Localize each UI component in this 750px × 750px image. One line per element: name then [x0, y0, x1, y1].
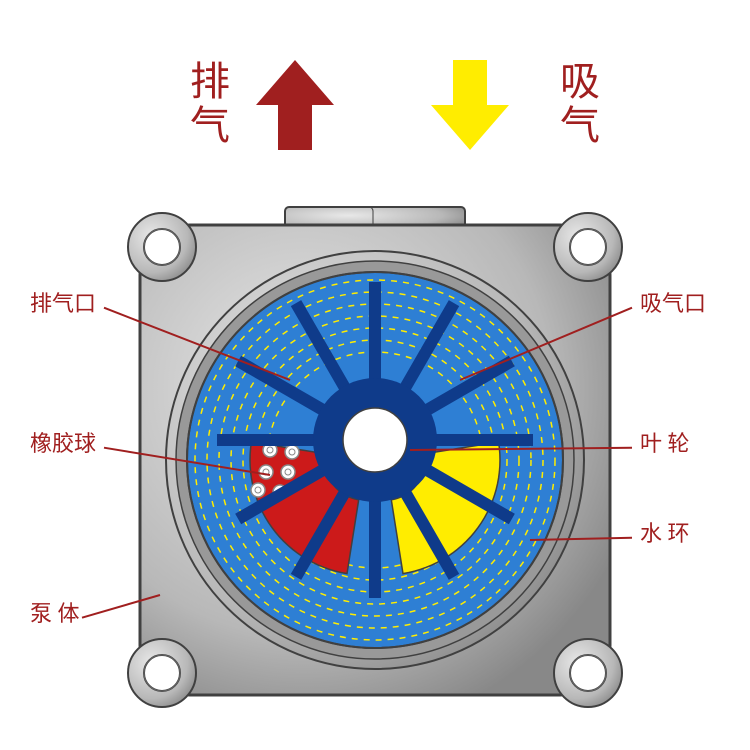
callout-label: 水 环 [640, 521, 690, 546]
intake-arrow-label: 气 [560, 103, 600, 148]
exhaust-arrow-label: 排 [190, 59, 230, 104]
intake-arrow [431, 60, 509, 150]
callout-label: 橡胶球 [30, 431, 96, 456]
callout-label: 排气口 [30, 291, 96, 316]
callout-label: 吸气口 [640, 291, 706, 316]
rubber-ball [285, 445, 299, 459]
callout-label: 叶 轮 [640, 431, 690, 456]
intake-arrow-label: 吸 [560, 59, 600, 104]
pump-diagram: 排气吸气排气口橡胶球泵 体吸气口叶 轮水 环 [0, 0, 750, 750]
rubber-ball [281, 465, 295, 479]
exhaust-arrow [256, 60, 334, 150]
shaft-hole [343, 408, 407, 472]
rubber-ball [259, 465, 273, 479]
rubber-ball [251, 483, 265, 497]
exhaust-arrow-label: 气 [190, 103, 230, 148]
callout-label: 泵 体 [30, 601, 80, 626]
